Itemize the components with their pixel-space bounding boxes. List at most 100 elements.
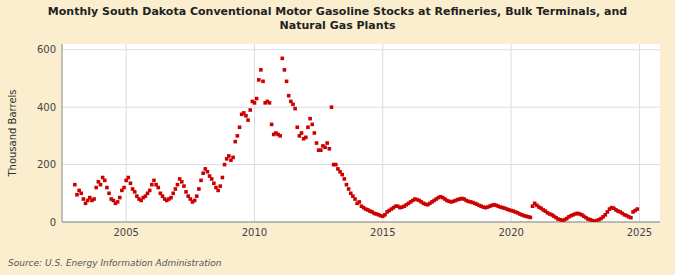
point [171,191,175,195]
point [218,184,222,188]
grid-line-y [62,107,660,108]
point [334,163,338,167]
point [280,57,284,61]
x-tick-label: 2015 [370,227,395,238]
point [330,105,334,109]
point [174,187,178,191]
point [216,189,220,193]
point [255,97,259,101]
point [306,125,310,129]
y-axis-line [62,44,63,222]
point [268,101,272,105]
point [82,197,86,201]
point [345,183,349,187]
point [231,156,235,160]
point [629,216,633,220]
plot-area [62,44,660,222]
grid-line-y [62,164,660,165]
point [176,183,180,187]
point [285,80,289,84]
point [75,193,79,197]
point [197,187,201,191]
grid-line-x [511,44,512,222]
point [343,177,347,181]
point [133,190,137,194]
point [184,190,188,194]
point [304,136,308,140]
point [248,108,252,112]
point [270,123,274,127]
chart: Monthly South Dakota Conventional Motor … [0,0,675,275]
point [169,196,173,200]
point [227,154,231,158]
point [283,68,287,72]
point [150,183,154,187]
y-tick-label: 200 [37,159,56,170]
grid-line-x [639,44,640,222]
point [122,186,126,190]
point [182,184,186,188]
grid-line-y [62,49,660,50]
point [221,176,225,180]
x-tick-label: 2005 [113,227,138,238]
point [193,199,197,203]
title: Monthly South Dakota Conventional Motor … [48,5,627,32]
point [347,187,351,191]
x-tick-label: 2010 [242,227,267,238]
point [148,189,152,193]
point [287,94,291,98]
title-line: Natural Gas Plants [280,19,396,32]
point [293,107,297,111]
points [73,57,639,222]
point [223,163,227,167]
point [315,141,319,145]
point [156,186,160,190]
point [259,68,263,72]
point [199,179,203,183]
point [244,114,248,118]
point [310,123,314,127]
point [126,176,130,180]
point [246,118,250,122]
point [99,183,103,187]
grid-line-x [126,44,127,222]
x-tick-label: 2025 [627,227,652,238]
point [79,191,83,195]
y-tick-label: 400 [37,102,56,113]
point [300,131,304,135]
point [210,177,214,181]
point [103,179,107,183]
grid-line-x [382,44,383,222]
point [94,186,98,190]
point [257,78,261,82]
point [308,117,312,121]
point [116,200,120,204]
point [118,196,122,200]
point [105,186,109,190]
point [340,173,344,177]
point [236,134,240,138]
point [353,197,357,201]
point [195,194,199,198]
point [323,146,327,150]
point [152,179,156,183]
point [73,183,77,187]
point [278,134,282,138]
title-line: Monthly South Dakota Conventional Motor … [48,5,627,18]
point [253,101,257,105]
y-axis-label: Thousand Barrels [7,89,18,177]
source: Source: U.S. Energy Information Administ… [8,258,222,268]
point [212,181,216,185]
point [107,191,111,195]
point [291,102,295,106]
point [325,141,329,145]
point [529,216,533,220]
x-tick-label: 2020 [498,227,523,238]
point [357,200,361,204]
point [206,170,210,174]
grid [62,44,660,222]
point [295,125,299,129]
y-tick-label: 600 [37,44,56,55]
grid-line-x [254,44,255,222]
point [636,207,640,211]
